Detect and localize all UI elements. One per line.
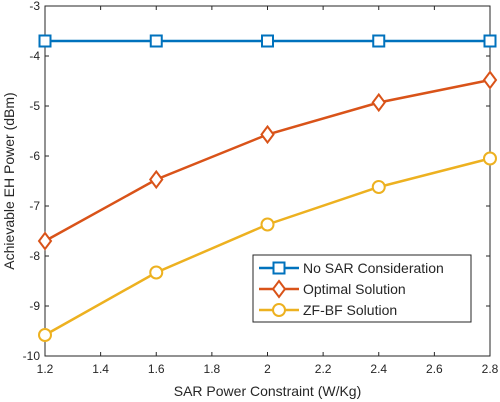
data-point [261,34,274,48]
data-point [260,124,275,145]
y-axis-label: Achievable EH Power (dBm) [1,92,17,269]
x-tick-label: 2.4 [370,362,387,376]
series-3 [38,151,497,342]
data-point [149,34,163,48]
data-point [483,34,497,48]
data-point [371,180,386,194]
y-tick-label: -9 [29,299,40,313]
legend-marker [272,303,286,317]
data-point [38,34,52,48]
x-tick-label: 1.2 [37,362,54,376]
y-tick-label: -10 [23,349,41,363]
legend-item: Optimal Solution [259,279,406,299]
series [37,34,498,342]
y-tick-label: -7 [29,199,40,213]
legend-label: No SAR Consideration [303,260,444,276]
legend-marker [272,261,286,275]
series-2 [37,70,498,251]
data-point [38,328,52,342]
data-point [371,92,386,113]
legend-item: No SAR Consideration [259,260,444,276]
x-axis-label: SAR Power Constraint (W/Kg) [174,383,362,399]
x-tick-label: 1.6 [148,362,165,376]
data-point [37,231,53,251]
data-point [372,34,386,48]
y-tick-label: -6 [29,149,40,163]
y-tick-label: -4 [29,49,40,63]
legend-marker [271,279,287,299]
legend-item: ZF-BF Solution [259,302,397,318]
x-tick-label: 2.6 [426,362,443,376]
legend: No SAR Consideration Optimal Solution ZF-B… [252,254,472,323]
axes-box [44,5,491,357]
y-tick-label: -3 [29,0,40,13]
y-tick-label: -5 [29,99,40,113]
data-point [482,70,498,90]
x-tick-label: 1.4 [92,362,109,376]
tick-labels: 1.2 1.4 1.6 1.8 2 2.2 2.4 2.6 2.8 -10 -9 -8 -7 -6 -5 -4… [23,0,499,376]
x-tick-label: 1.8 [204,362,221,376]
legend-label: Optimal Solution [303,281,406,297]
data-point [483,151,497,166]
x-tick-label: 2.8 [482,362,499,376]
legend-label: ZF-BF Solution [303,302,397,318]
data-point [149,169,164,190]
x-tick-label: 2.2 [315,362,332,376]
axes [44,5,491,357]
x-tick-label: 2 [264,362,271,376]
series-1 [38,34,497,48]
y-tick-label: -8 [29,249,40,263]
data-point [260,217,275,232]
data-point [149,265,164,280]
